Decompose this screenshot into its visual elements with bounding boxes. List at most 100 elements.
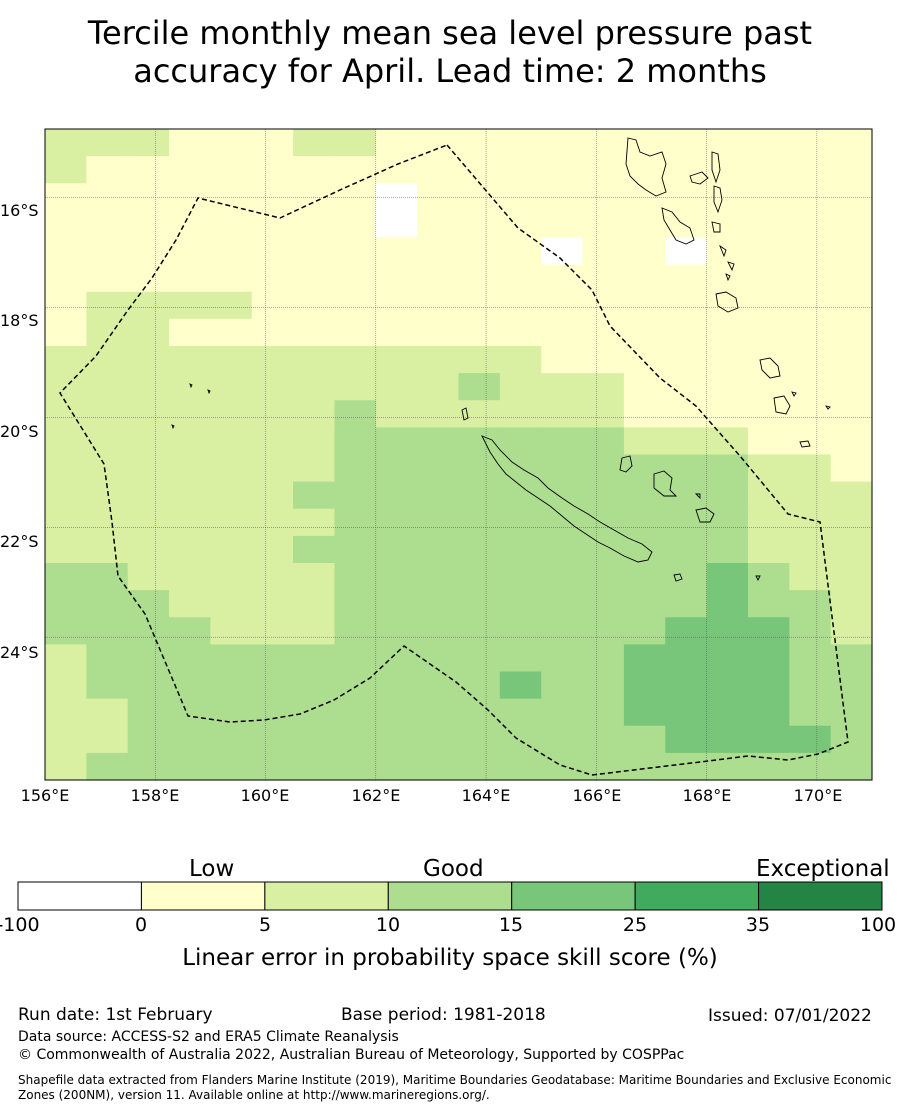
skill-cell <box>541 644 584 673</box>
skill-cell <box>706 698 749 727</box>
skill-cell <box>417 671 460 700</box>
skill-cell <box>665 590 708 618</box>
skill-cell <box>747 400 790 428</box>
skill-cell <box>417 346 460 374</box>
skill-cell <box>210 427 253 456</box>
colorbar-segment <box>758 881 883 911</box>
skill-cell <box>86 373 129 401</box>
skill-cell <box>375 129 418 157</box>
skill-cell <box>127 508 170 537</box>
skill-cell <box>665 183 708 211</box>
skill-cell <box>251 427 294 456</box>
skill-cell <box>623 346 666 374</box>
skill-cell <box>830 156 873 184</box>
skill-cell <box>417 264 460 293</box>
skill-cell <box>499 129 542 157</box>
skill-cell <box>293 427 336 456</box>
skill-cell <box>375 373 418 401</box>
island-small-4 <box>791 391 797 397</box>
skill-cell <box>251 210 294 239</box>
skill-cell <box>747 563 790 591</box>
skill-cell <box>375 698 418 727</box>
skill-cell <box>665 346 708 374</box>
skill-cell <box>86 535 129 564</box>
skill-cell <box>86 454 129 483</box>
skill-cell <box>293 481 336 510</box>
skill-cell <box>45 644 87 673</box>
skill-cell <box>293 644 336 673</box>
skill-cell <box>582 535 625 564</box>
skill-cell <box>127 535 170 564</box>
skill-cell <box>334 698 377 727</box>
skill-cell <box>789 563 832 591</box>
skill-cell <box>665 725 708 754</box>
skill-cell <box>375 752 418 781</box>
skill-cell <box>623 427 666 456</box>
skill-cell <box>45 291 87 320</box>
skill-cell <box>375 156 418 184</box>
skill-cell <box>747 454 790 483</box>
skill-cell <box>334 454 377 483</box>
skill-cell <box>251 698 294 727</box>
skill-cell <box>458 454 501 483</box>
colorbar-tick: 0 <box>134 914 148 936</box>
island-pentecost <box>713 185 723 214</box>
skill-cell <box>169 291 211 320</box>
skill-cell <box>706 644 749 673</box>
skill-cell <box>747 535 790 564</box>
skill-cell <box>582 752 625 781</box>
island-small-6 <box>694 493 701 500</box>
skill-cell <box>375 291 418 320</box>
skill-cell <box>375 481 418 510</box>
skill-cell <box>830 129 873 157</box>
skill-cell <box>665 671 708 700</box>
skill-cell <box>127 129 170 157</box>
skill-cell <box>334 264 377 293</box>
skill-cell <box>706 373 749 401</box>
skill-cell <box>706 481 749 510</box>
skill-cell <box>45 563 87 591</box>
skill-cell <box>747 481 790 510</box>
colorbar-tick: 15 <box>498 914 524 936</box>
skill-cell <box>251 752 294 781</box>
skill-cell <box>417 427 460 456</box>
skill-cell <box>169 454 211 483</box>
skill-cell <box>541 183 584 211</box>
skill-cell <box>458 752 501 781</box>
colorbar <box>17 881 883 911</box>
skill-cell <box>86 291 129 320</box>
skill-cell <box>499 373 542 401</box>
skill-cell <box>541 346 584 374</box>
island-small-10 <box>755 575 761 582</box>
skill-cell <box>541 427 584 456</box>
skill-cell <box>86 508 129 537</box>
skill-cell <box>789 671 832 700</box>
skill-cell <box>334 535 377 564</box>
skill-cell <box>417 535 460 564</box>
skill-cell <box>45 454 87 483</box>
skill-cell <box>251 563 294 591</box>
skill-cell <box>86 346 129 374</box>
skill-cell <box>293 237 336 266</box>
skill-cell <box>334 508 377 537</box>
skill-cell <box>665 400 708 428</box>
skill-cell <box>541 129 584 157</box>
colorbar-label: Linear error in probability space skill … <box>182 945 718 971</box>
skill-cell <box>293 400 336 428</box>
skill-cell <box>623 671 666 700</box>
island-aneityum <box>799 440 811 448</box>
skill-cell <box>499 644 542 673</box>
island-small-7 <box>189 383 193 389</box>
skill-cell <box>499 535 542 564</box>
skill-cell <box>293 373 336 401</box>
issued-date: Issued: 07/01/2022 <box>708 1006 872 1026</box>
skill-cell <box>417 454 460 483</box>
skill-cell <box>830 318 873 347</box>
skill-cell <box>830 427 873 456</box>
skill-cell <box>45 237 87 266</box>
category-good: Good <box>423 856 484 882</box>
skill-cell <box>499 318 542 347</box>
skill-cell <box>251 346 294 374</box>
skill-cell <box>210 481 253 510</box>
skill-cell <box>45 752 87 781</box>
